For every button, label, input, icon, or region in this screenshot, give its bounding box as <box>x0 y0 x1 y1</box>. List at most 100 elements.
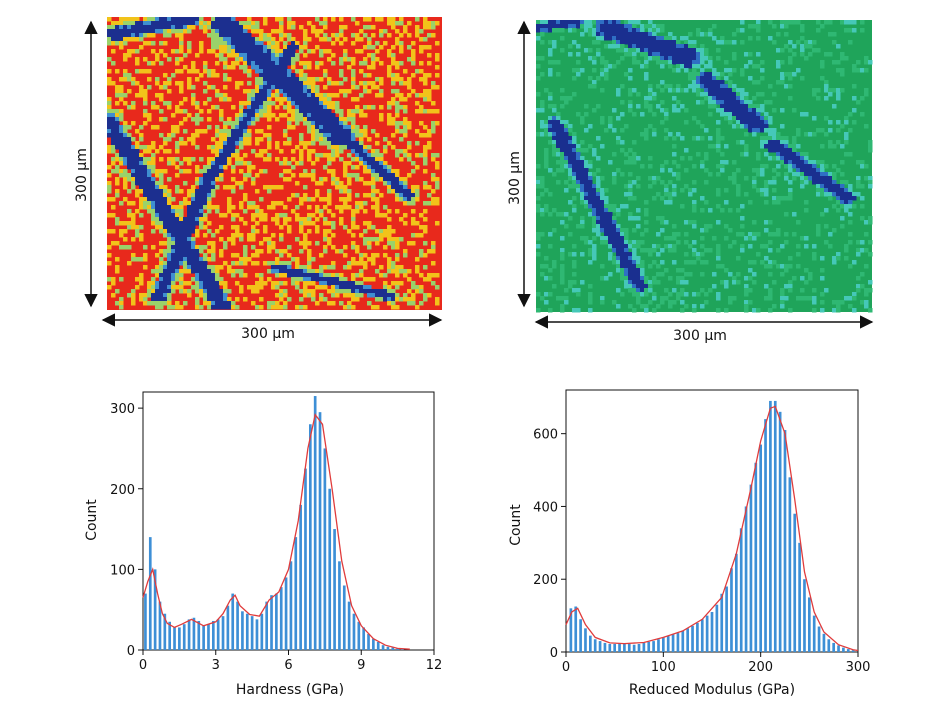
hardness-histogram-bar-45 <box>362 627 366 650</box>
modulus-histogram-bar-21 <box>671 634 675 652</box>
hardness-map-x-scale-label: 300 µm <box>241 326 295 342</box>
modulus-histogram-xtick-1: 100 <box>651 660 676 675</box>
modulus-histogram-xtick-0: 0 <box>562 660 570 675</box>
hardness-histogram-bar-33 <box>304 468 307 650</box>
hardness-histogram-xlabel: Hardness (GPa) <box>236 682 344 698</box>
modulus-histogram-bar-24 <box>686 628 690 652</box>
modulus-histogram-xlabel: Reduced Modulus (GPa) <box>629 682 795 698</box>
modulus-histogram-bar-39 <box>759 444 763 652</box>
modulus-histogram-bar-57 <box>846 649 850 652</box>
hardness-histogram-bar-4 <box>163 613 167 650</box>
modulus-histogram-ytick-1: 200 <box>533 573 558 588</box>
modulus-map-image-phases <box>536 20 873 313</box>
hardness-histogram-bar-6 <box>173 627 176 650</box>
modulus-histogram-bar-20 <box>666 635 670 652</box>
modulus-histogram-bar-8 <box>608 643 612 652</box>
modulus-histogram: 0 100 200 300 0 200 400 600 <box>533 389 870 675</box>
hardness-histogram-bar-32 <box>299 504 302 650</box>
hardness-histogram-bar-0 <box>144 593 147 650</box>
modulus-histogram-bar-47 <box>798 542 801 652</box>
modulus-histogram-bar-30 <box>715 604 719 652</box>
hardness-histogram-bar-23 <box>255 619 259 650</box>
hardness-histogram-xtick-3: 9 <box>357 658 365 673</box>
modulus-histogram-bar-14 <box>637 643 641 652</box>
hardness-histogram-bar-21 <box>245 613 249 650</box>
modulus-histogram-bar-42 <box>773 400 777 652</box>
hardness-histogram-bar-8 <box>182 624 186 650</box>
modulus-histogram-bar-27 <box>700 619 704 652</box>
modulus-map: 300 µm 300 µm <box>507 20 874 344</box>
hardness-histogram-bar-20 <box>241 611 244 650</box>
modulus-histogram-bar-40 <box>764 419 767 652</box>
modulus-map-y-scale-label: 300 µm <box>507 151 523 205</box>
hardness-histogram-ytick-2: 200 <box>110 483 135 498</box>
modulus-histogram-bar-9 <box>613 643 617 652</box>
hardness-histogram-bar-44 <box>357 621 361 650</box>
modulus-histogram-bar-50 <box>812 615 816 652</box>
modulus-histogram-bar-29 <box>710 611 714 652</box>
hardness-histogram-bar-51 <box>391 647 395 650</box>
modulus-histogram-bar-53 <box>827 639 831 652</box>
modulus-histogram-bar-58 <box>851 650 855 652</box>
modulus-histogram-bar-15 <box>642 642 646 652</box>
modulus-histogram-bar-12 <box>627 643 631 652</box>
hardness-histogram-bar-47 <box>372 638 375 650</box>
modulus-histogram-bar-6 <box>598 641 602 652</box>
modulus-histogram-bar-3 <box>584 628 587 652</box>
modulus-histogram-ylabel: Count <box>508 504 524 546</box>
modulus-histogram-bar-10 <box>618 643 621 652</box>
modulus-histogram-bar-46 <box>793 513 797 652</box>
hardness-histogram-bar-12 <box>202 625 205 650</box>
hardness-histogram-bar-17 <box>226 605 230 650</box>
modulus-histogram-bar-32 <box>725 586 728 652</box>
modulus-histogram-bar-54 <box>832 642 836 652</box>
modulus-histogram-bar-49 <box>807 597 811 652</box>
modulus-histogram-bar-56 <box>842 647 845 652</box>
modulus-histogram-bar-44 <box>783 430 787 652</box>
modulus-histogram-bar-26 <box>696 622 699 652</box>
hardness-histogram-bar-22 <box>250 616 254 650</box>
modulus-histogram-ytick-2: 400 <box>533 500 558 515</box>
hardness-histogram-bar-48 <box>376 641 380 650</box>
modulus-histogram-bar-23 <box>681 630 685 652</box>
modulus-histogram-bar-36 <box>744 506 748 652</box>
hardness-histogram-bar-13 <box>207 624 210 650</box>
modulus-histogram-bar-5 <box>593 639 597 652</box>
hardness-histogram-xtick-2: 6 <box>284 658 292 673</box>
modulus-histogram-bar-13 <box>632 644 636 652</box>
hardness-histogram-ytick-3: 300 <box>110 402 135 417</box>
modulus-histogram-bar-48 <box>803 579 806 652</box>
hardness-histogram-xtick-0: 0 <box>139 658 147 673</box>
hardness-histogram-bar-18 <box>231 593 235 650</box>
modulus-histogram-bar-4 <box>588 635 592 652</box>
hardness-histogram-bar-26 <box>270 595 273 650</box>
modulus-map-x-scale-label: 300 µm <box>673 328 727 344</box>
modulus-histogram-bar-11 <box>623 643 626 652</box>
hardness-map-image <box>107 17 442 310</box>
hardness-histogram-bar-25 <box>265 601 269 650</box>
hardness-map-y-scale-label: 300 µm <box>74 148 90 202</box>
modulus-histogram-bar-2 <box>579 619 582 652</box>
modulus-histogram-bar-22 <box>676 633 680 652</box>
modulus-histogram-bar-19 <box>661 637 665 652</box>
hardness-histogram-bar-53 <box>401 649 404 650</box>
hardness-histogram-bar-24 <box>260 613 264 650</box>
modulus-histogram-bar-37 <box>749 484 753 652</box>
modulus-histogram-bar-28 <box>705 615 709 652</box>
hardness-histogram-bar-50 <box>386 646 390 650</box>
hardness-histogram-ytick-0: 0 <box>127 644 135 659</box>
modulus-histogram-bar-51 <box>817 626 821 652</box>
modulus-histogram-ytick-3: 600 <box>533 428 558 443</box>
modulus-histogram-bar-7 <box>603 642 607 652</box>
hardness-histogram-bar-14 <box>211 620 215 650</box>
modulus-histogram-bar-18 <box>657 639 660 652</box>
hardness-histogram-ytick-1: 100 <box>110 563 135 578</box>
hardness-histogram-fit-curve <box>142 413 410 650</box>
hardness-histogram-bar-28 <box>279 587 283 650</box>
modulus-histogram-bar-17 <box>652 641 655 652</box>
hardness-histogram-bar-39 <box>333 529 336 650</box>
modulus-histogram-bar-38 <box>754 462 758 652</box>
modulus-histogram-bar-45 <box>788 477 792 652</box>
hardness-histogram-frame <box>142 391 435 651</box>
hardness-histogram-ylabel: Count <box>84 499 100 541</box>
